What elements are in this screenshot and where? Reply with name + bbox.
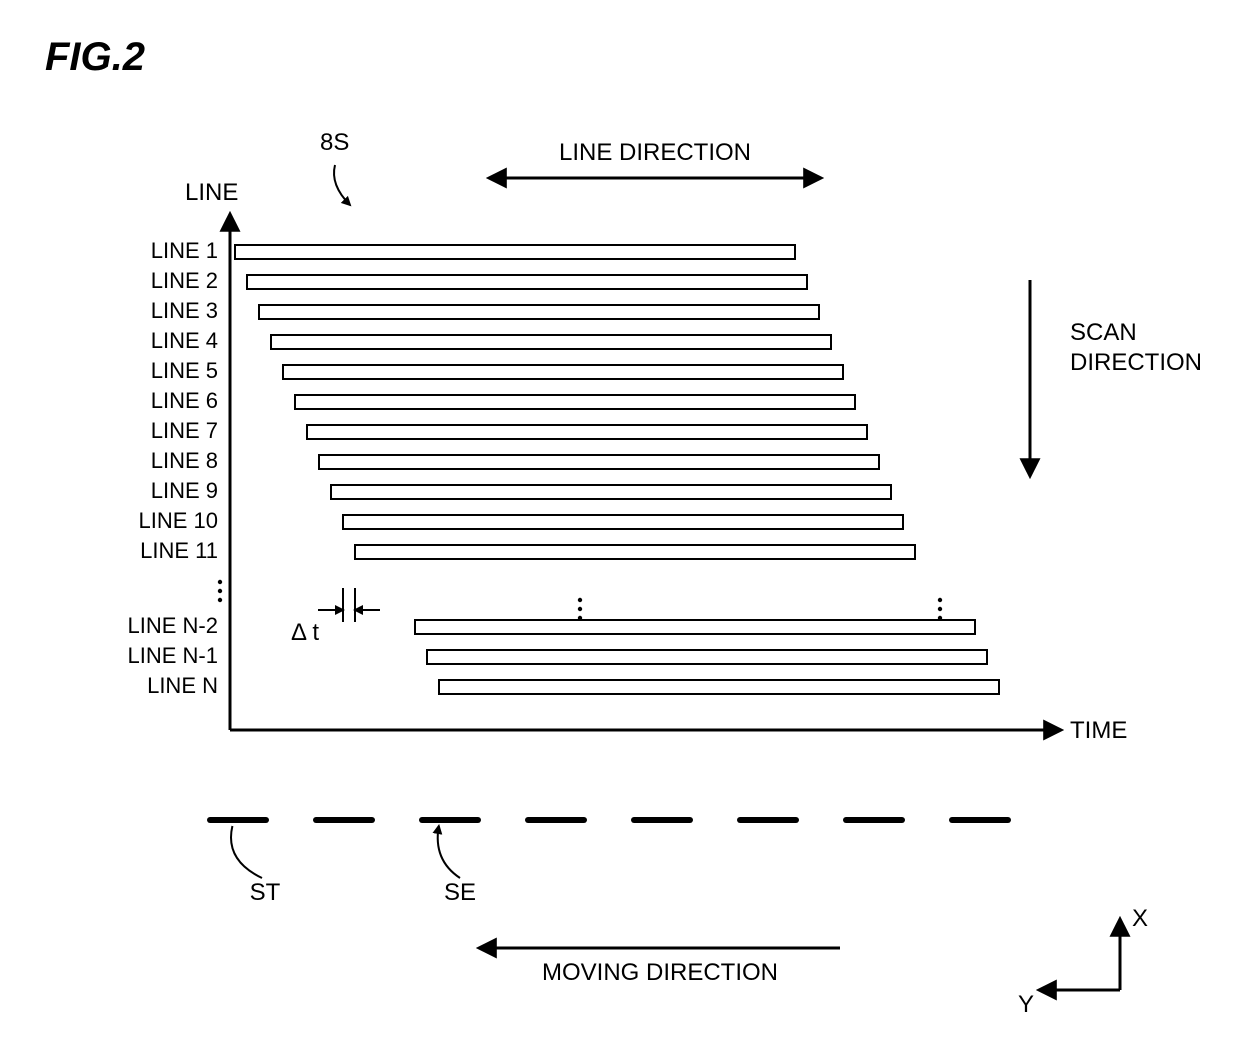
line-label: LINE 9 <box>151 478 218 503</box>
timing-bar <box>271 335 831 349</box>
timing-bar <box>307 425 867 439</box>
ellipsis-dot <box>938 616 942 620</box>
line-label: LINE 10 <box>139 508 219 533</box>
st-label: ST <box>250 879 281 906</box>
delta-t-label: Δ t <box>291 619 319 646</box>
coord-x-label: X <box>1132 905 1148 932</box>
ellipsis-dot <box>578 607 582 611</box>
line-label: LINE N-2 <box>128 613 218 638</box>
timing-bar <box>235 245 795 259</box>
timing-bar <box>331 485 891 499</box>
line-label: LINE 6 <box>151 388 218 413</box>
timing-bar <box>283 365 843 379</box>
se-label: SE <box>444 879 476 906</box>
timing-bar <box>343 515 903 529</box>
figure-svg: FIG.2 LINE TIME 8S LINE DIRECTION SCAN DIRECTI… <box>0 0 1240 1041</box>
timing-bar <box>247 275 807 289</box>
timing-bar <box>415 620 975 634</box>
callout-8s-label: 8S <box>320 129 349 156</box>
line-label: LINE 1 <box>151 238 218 263</box>
timing-bar <box>259 305 819 319</box>
ellipsis-dot <box>938 598 942 602</box>
ellipsis-dot <box>218 589 222 593</box>
line-label: LINE 2 <box>151 268 218 293</box>
coord-y-label: Y <box>1018 991 1034 1018</box>
timing-bar <box>427 650 987 664</box>
ellipsis-dot <box>578 616 582 620</box>
st-pointer <box>231 826 262 878</box>
line-label: LINE 4 <box>151 328 218 353</box>
se-pointer <box>438 826 460 878</box>
line-label: LINE 8 <box>151 448 218 473</box>
line-label: LINE N <box>147 673 218 698</box>
line-direction-label: LINE DIRECTION <box>559 139 751 166</box>
line-label: LINE 3 <box>151 298 218 323</box>
timing-bar <box>355 545 915 559</box>
y-axis-label: LINE <box>185 179 238 206</box>
figure-label: FIG.2 <box>45 35 145 79</box>
timing-bar <box>439 680 999 694</box>
line-label: LINE 7 <box>151 418 218 443</box>
timing-bar <box>295 395 855 409</box>
scan-direction-label-1: SCAN <box>1070 319 1137 346</box>
ellipsis-dot <box>938 607 942 611</box>
scan-direction-label-2: DIRECTION <box>1070 349 1202 376</box>
ellipsis-dot <box>218 598 222 602</box>
callout-8s-arrow <box>334 165 350 205</box>
line-label: LINE 11 <box>140 538 218 563</box>
ellipsis-dot <box>218 580 222 584</box>
line-label: LINE N-1 <box>128 643 218 668</box>
ellipsis-dot <box>578 598 582 602</box>
moving-direction-label: MOVING DIRECTION <box>542 959 778 986</box>
timing-bar <box>319 455 879 469</box>
line-label: LINE 5 <box>151 358 218 383</box>
x-axis-label: TIME <box>1070 717 1127 744</box>
